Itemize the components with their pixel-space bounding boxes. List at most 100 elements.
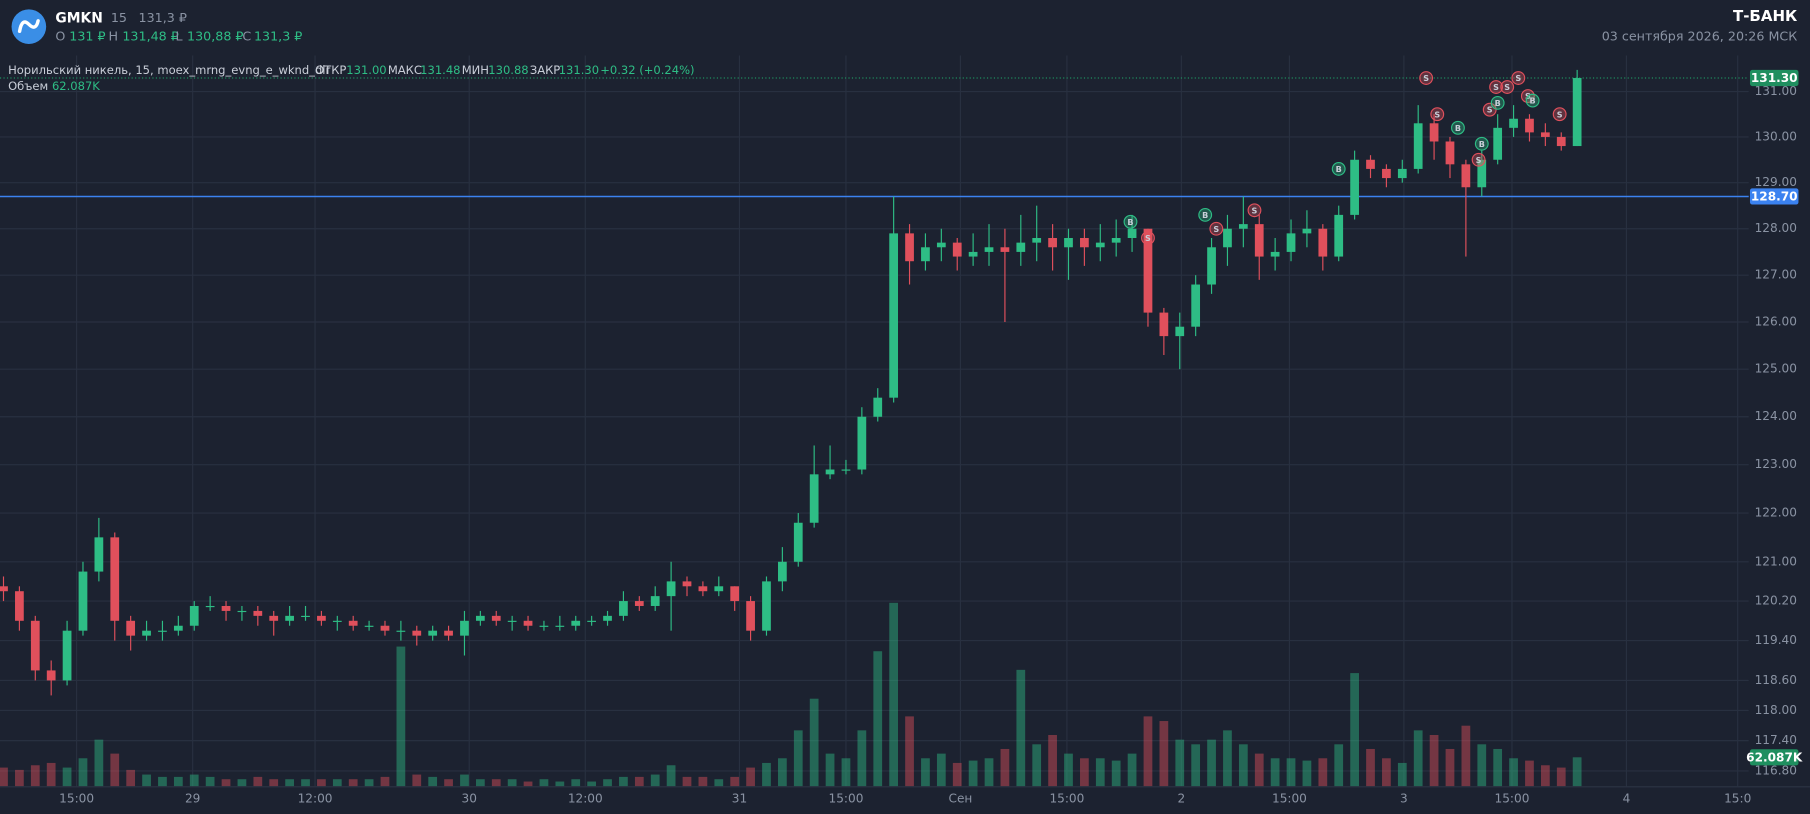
candle-body [905, 233, 914, 262]
candle-body [1095, 242, 1105, 248]
volume-bar [936, 753, 946, 787]
candle-body [746, 601, 755, 631]
candle-body [793, 522, 803, 562]
candle-body [1048, 238, 1057, 248]
volume-bar [921, 758, 930, 787]
legend-label: МИН [462, 63, 489, 77]
volume-bar [1048, 735, 1057, 787]
volume-bar [1032, 744, 1042, 787]
trade-marker-label: S [1515, 73, 1521, 83]
volume-bar [1382, 758, 1391, 787]
candle-body [1556, 136, 1566, 147]
candle-body [364, 625, 374, 627]
trade-marker-label: B [1495, 98, 1501, 108]
ohlc-value: 131,48 ₽ [122, 29, 178, 44]
y-tick-label: 121.00 [1755, 554, 1797, 568]
volume-bar [491, 779, 501, 787]
y-tick-label: 125.00 [1755, 362, 1797, 376]
candle-body [78, 571, 88, 631]
volume-tag-box [1749, 749, 1799, 766]
volume-bar [1429, 735, 1439, 787]
volume-bar [317, 779, 326, 787]
candle-body [396, 630, 406, 632]
y-tick-label: 124.00 [1755, 409, 1797, 423]
volume-bar [1254, 753, 1264, 787]
trade-marker [1209, 221, 1224, 236]
volume-bar [301, 779, 310, 787]
legend-label: ОТКР [315, 63, 346, 77]
ohlc-label: O [55, 29, 65, 44]
candle-body [142, 630, 151, 636]
volume-bar [332, 779, 342, 787]
candle-body [332, 620, 342, 622]
candle-body [1509, 118, 1518, 128]
candle-body [1016, 242, 1026, 252]
volume-bar [30, 765, 40, 787]
volume-bar [1493, 748, 1503, 787]
candle-body [507, 620, 517, 622]
volume-bar [1016, 669, 1026, 787]
volume-bar [698, 776, 708, 787]
candle-body [984, 247, 994, 252]
ohlc-label: H [109, 29, 119, 44]
candle-body [0, 586, 8, 592]
candle-body [1572, 78, 1582, 147]
volume-bar [730, 776, 740, 787]
volume-bar [189, 774, 199, 787]
chart-title: Норильский никель, 15, moex_mrng_evng_e_… [8, 63, 330, 77]
volume-bar [364, 779, 374, 787]
x-tick-label: 12:00 [298, 791, 333, 805]
candle-body [30, 620, 40, 671]
candle-body [1223, 228, 1232, 248]
volume-legend-value: 62.087K [52, 79, 100, 93]
last-price-tag-box [1749, 69, 1799, 87]
candle-body [1032, 238, 1042, 243]
y-tick-label: 119.40 [1755, 633, 1797, 647]
x-tick-label: 3 [1400, 791, 1408, 805]
volume-bar [221, 779, 231, 787]
x-tick-label: 15:00 [1495, 791, 1530, 805]
volume-bar [1127, 753, 1137, 787]
candle-body [444, 630, 453, 636]
candle-body [237, 610, 247, 613]
trade-marker [1451, 120, 1465, 135]
candle-body [205, 605, 215, 608]
volume-bar [1270, 758, 1280, 787]
volume-bar [205, 776, 215, 787]
x-tick-label: 15:00 [59, 791, 94, 805]
candle-body [491, 615, 501, 621]
candle-body [778, 561, 787, 582]
x-tick-label: 12:00 [568, 791, 603, 805]
x-tick-label: 2 [1177, 791, 1185, 805]
candle-body [571, 620, 581, 626]
trade-marker-label: S [1423, 73, 1429, 83]
candle-body [1413, 123, 1423, 169]
y-tick-label: 122.00 [1755, 506, 1797, 520]
volume-bar [1191, 744, 1201, 787]
candle-body [1445, 141, 1455, 165]
volume-bar [825, 753, 835, 787]
trade-marker [1500, 80, 1515, 94]
volume-bar [793, 730, 803, 787]
x-tick-label: Сен [948, 791, 972, 805]
y-tick-label: 127.00 [1755, 268, 1797, 282]
volume-bar [1111, 760, 1121, 787]
hline-tag: 128.70 [1751, 190, 1798, 204]
trade-marker [1471, 152, 1486, 167]
volume-bar [460, 774, 469, 787]
volume-bar [1366, 748, 1375, 787]
candle-body [921, 247, 930, 262]
candle-body [1270, 251, 1280, 257]
y-tick-label: 126.00 [1755, 314, 1797, 328]
change: +0.32 (+0.24%) [600, 63, 694, 77]
x-tick-label: 15:00 [1272, 791, 1307, 805]
candle-body [158, 630, 167, 632]
trade-marker [1474, 136, 1489, 151]
candle-body [1540, 132, 1550, 137]
header: GMKN 15 131,3 ₽ O 131 ₽ H 131,48 ₽ L 130… [11, 7, 1798, 44]
y-tick-label: 128.00 [1755, 221, 1797, 235]
trade-marker-label: S [1487, 105, 1493, 115]
volume-bar [682, 776, 692, 787]
volume-bar [778, 758, 787, 787]
